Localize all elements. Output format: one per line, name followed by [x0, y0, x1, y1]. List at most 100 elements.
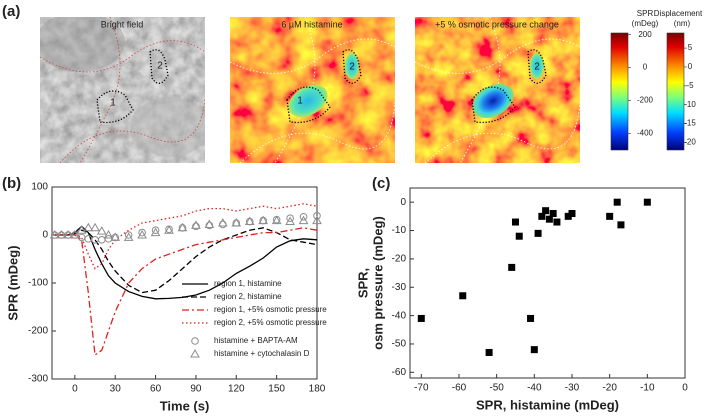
- x-tick-label: 0: [72, 384, 78, 395]
- y-tick-label: 100: [31, 182, 48, 193]
- colorbar-title: SPR: [637, 9, 654, 18]
- marker: [538, 212, 546, 220]
- colorbar-unit: (mDeg): [632, 19, 659, 28]
- y-axis-title: SPR,: [355, 268, 370, 298]
- marker: [545, 215, 553, 223]
- y-tick-label: -50: [392, 339, 407, 350]
- y-tick-label: -20: [392, 254, 407, 265]
- marker: [568, 210, 576, 218]
- marker: [90, 222, 100, 232]
- x-tick-label: -50: [489, 383, 504, 394]
- x-tick-label: 30: [110, 384, 122, 395]
- bright-field-image: Bright field 1 2: [40, 17, 205, 163]
- marker: [534, 229, 542, 237]
- series-line: [54, 203, 318, 270]
- legend-label: region 1, histamine: [214, 279, 282, 288]
- marker: [138, 228, 146, 237]
- legend-swatch: [190, 348, 200, 358]
- colorbar-unit: (nm): [674, 19, 691, 28]
- marker: [286, 214, 294, 222]
- marker: [150, 227, 161, 237]
- marker: [515, 232, 523, 240]
- marker: [76, 225, 87, 234]
- y-tick-label: -200: [28, 326, 48, 337]
- osmotic-image: +5 % osmotic pressure change 2: [415, 17, 580, 163]
- marker: [49, 229, 60, 239]
- marker: [617, 221, 625, 229]
- marker: [137, 229, 147, 239]
- colorbar-tick-label: -200: [637, 96, 654, 105]
- y-axis-title: osm pressure (mDeg): [370, 216, 385, 350]
- x-tick-label: -40: [527, 383, 542, 394]
- marker: [312, 215, 322, 225]
- image-title: Bright field: [101, 19, 144, 29]
- marker: [527, 314, 535, 322]
- marker: [204, 219, 215, 228]
- region-label: 2: [534, 62, 540, 73]
- x-tick-label: -70: [414, 383, 429, 394]
- marker: [549, 210, 557, 218]
- marker: [164, 225, 174, 234]
- x-tick-label: -10: [640, 383, 655, 394]
- colorbar-title: Displacement: [654, 9, 703, 18]
- panel-label: (a): [2, 3, 20, 20]
- marker: [104, 235, 113, 243]
- region-label: 1: [297, 96, 303, 107]
- marker: [110, 232, 121, 241]
- x-tick-label: 150: [268, 384, 285, 395]
- marker: [217, 217, 228, 227]
- marker: [191, 220, 201, 229]
- legend-label: region 2, +5% osmotic pressure: [214, 318, 327, 327]
- plot-frame: [409, 187, 686, 379]
- marker: [542, 207, 550, 215]
- marker: [56, 229, 67, 239]
- colorbar-tick-label: -5: [686, 81, 694, 90]
- colorbar-tick-label: -10: [684, 100, 696, 109]
- colorbar-tick-label: -400: [637, 129, 654, 138]
- legend-label: region 1, +5% osmotic pressure: [214, 305, 327, 314]
- marker: [258, 215, 269, 225]
- colorbar-tick-label: -15: [684, 119, 696, 128]
- y-tick-label: -30: [392, 282, 407, 293]
- marker: [299, 212, 308, 221]
- marker: [96, 226, 107, 235]
- image-title: +5 % osmotic pressure change: [435, 19, 559, 29]
- marker: [530, 346, 538, 354]
- marker: [124, 231, 133, 239]
- region-label: 1: [110, 98, 116, 109]
- y-tick-label: 0: [42, 230, 48, 241]
- marker: [606, 212, 614, 220]
- legend-swatch: [191, 337, 199, 345]
- marker: [553, 218, 561, 226]
- marker: [244, 216, 255, 226]
- x-tick-label: -20: [602, 383, 617, 394]
- colorbar: [610, 32, 629, 151]
- y-tick-label: 0: [400, 197, 406, 208]
- marker: [231, 217, 242, 227]
- series-line: [54, 227, 318, 294]
- legend-label: histamine + cytochalasin D: [214, 349, 310, 358]
- y-tick-label: -60: [392, 367, 407, 378]
- marker: [177, 222, 188, 232]
- legend-label: region 2, histamine: [214, 292, 282, 301]
- image-title: 6 µM histamine: [281, 19, 342, 29]
- x-tick-label: -30: [565, 383, 580, 394]
- region-label: 2: [349, 62, 355, 73]
- marker: [63, 229, 74, 239]
- marker: [511, 218, 519, 226]
- marker: [151, 226, 160, 234]
- y-tick-label: -40: [392, 310, 407, 321]
- marker: [298, 215, 309, 225]
- panel-label: (b): [2, 175, 21, 192]
- y-tick-label: -10: [392, 225, 407, 236]
- marker: [123, 232, 134, 241]
- marker: [417, 314, 425, 322]
- marker: [643, 198, 651, 206]
- marker: [564, 212, 572, 220]
- x-tick-label: 180: [309, 384, 326, 395]
- colorbar-tick-label: -20: [684, 138, 696, 147]
- marker: [97, 236, 106, 244]
- marker: [91, 236, 99, 244]
- legend-label: histamine + BAPTA-AM: [214, 336, 298, 345]
